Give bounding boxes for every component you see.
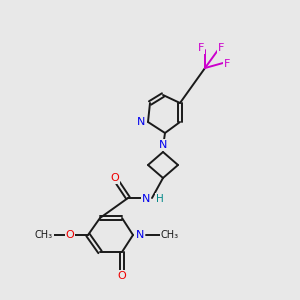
Text: N: N xyxy=(136,230,144,240)
Text: CH₃: CH₃ xyxy=(35,230,53,240)
Text: O: O xyxy=(111,173,119,183)
Text: H: H xyxy=(156,194,164,204)
Text: O: O xyxy=(118,271,126,281)
Text: F: F xyxy=(224,59,230,69)
Text: N: N xyxy=(159,140,167,150)
Text: N: N xyxy=(142,194,150,204)
Text: CH₃: CH₃ xyxy=(161,230,179,240)
Text: F: F xyxy=(218,43,224,53)
Text: O: O xyxy=(66,230,74,240)
Text: N: N xyxy=(137,117,145,127)
Text: F: F xyxy=(198,43,204,53)
